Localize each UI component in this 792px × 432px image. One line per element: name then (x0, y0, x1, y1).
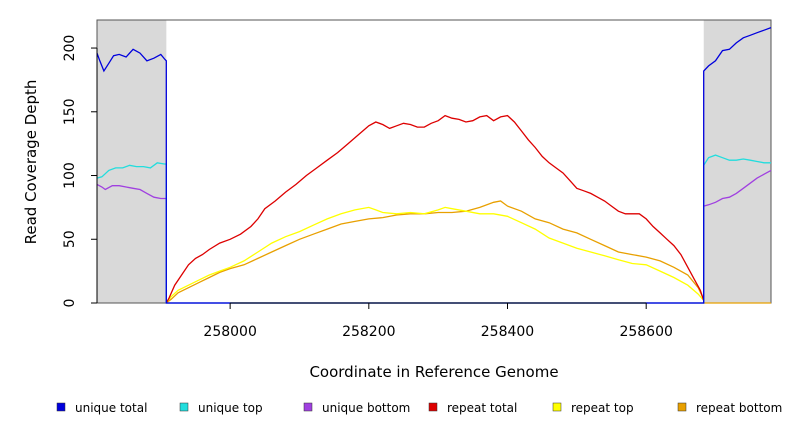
series-repeat-bottom (165, 200, 771, 304)
legend: unique total unique top unique bottom repea… (56, 401, 782, 415)
series-repeat-total (165, 114, 705, 304)
legend-swatch-unique-total (56, 402, 66, 412)
legend-swatch-unique-bottom (303, 402, 313, 412)
legend-label-unique-total: unique total (75, 401, 147, 415)
y-axis-title: Read Coverage Depth (22, 80, 40, 245)
legend-label-repeat-bottom: repeat bottom (696, 401, 782, 415)
y-tick-label-100: 100 (62, 162, 78, 189)
series-unique-total (96, 26, 772, 304)
y-tick-label-200: 200 (62, 35, 78, 62)
shaded-regions (97, 20, 771, 303)
series-repeat-top (165, 206, 705, 304)
y-tick-label-0: 0 (62, 299, 78, 308)
series-layer (96, 26, 772, 304)
y-tick-label-150: 150 (62, 98, 78, 125)
x-tick-label-258000: 258000 (203, 324, 256, 340)
shaded-region-0 (97, 20, 167, 303)
y-tick-label-50: 50 (62, 230, 78, 248)
plot-frame (96, 19, 772, 304)
x-tick-label-258400: 258400 (481, 324, 534, 340)
legend-label-unique-top: unique top (198, 401, 263, 415)
x-axis: 258000 258200 258400 258600 (203, 302, 673, 340)
legend-swatch-repeat-total (428, 402, 438, 412)
legend-swatch-unique-top (179, 402, 189, 412)
x-tick-label-258200: 258200 (342, 324, 395, 340)
legend-label-unique-bottom: unique bottom (322, 401, 410, 415)
legend-swatch-repeat-top (552, 402, 562, 412)
legend-label-repeat-top: repeat top (571, 401, 634, 415)
y-axis: 0 50 100 150 200 (62, 35, 98, 308)
legend-label-repeat-total: repeat total (447, 401, 517, 415)
x-tick-label-258600: 258600 (619, 324, 672, 340)
x-axis-title: Coordinate in Reference Genome (309, 363, 558, 381)
legend-swatch-repeat-bottom (677, 402, 687, 412)
